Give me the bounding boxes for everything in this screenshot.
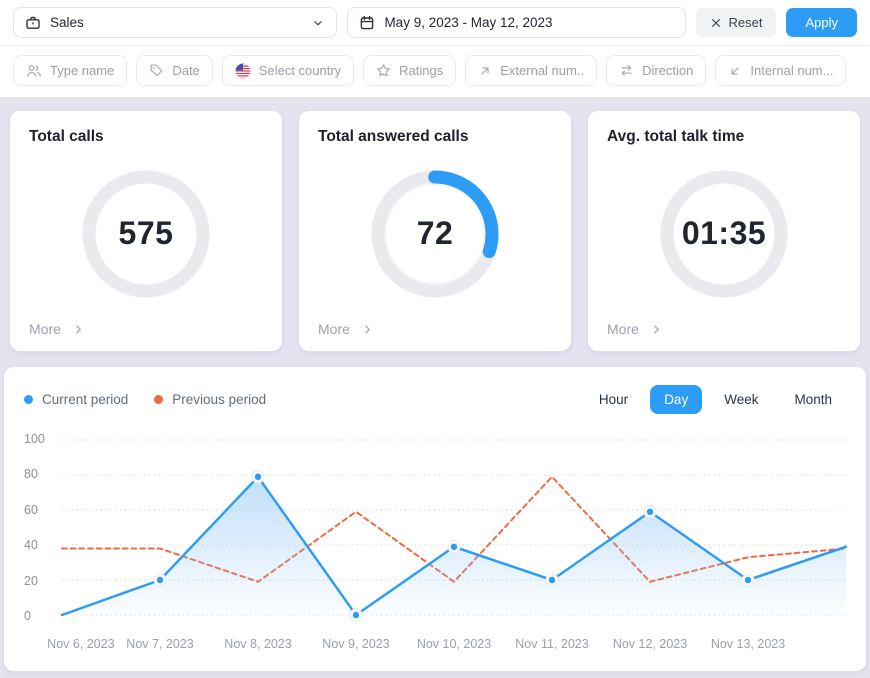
apply-button-label: Apply xyxy=(805,15,838,30)
gauge-wrap: 575 xyxy=(29,146,263,321)
gauge-wrap: 72 xyxy=(318,146,552,321)
filter-chip-internal-number[interactable]: Internal num... xyxy=(715,55,847,86)
more-link[interactable]: More xyxy=(318,321,374,337)
arrow-up-right-icon xyxy=(478,64,492,78)
filter-chip-direction[interactable]: Direction xyxy=(606,55,707,86)
tab-month[interactable]: Month xyxy=(780,385,846,414)
y-tick-label: 80 xyxy=(24,467,38,482)
y-tick-label: 60 xyxy=(24,502,38,517)
tab-week[interactable]: Week xyxy=(710,385,772,414)
line-chart xyxy=(60,439,848,622)
tab-hour[interactable]: Hour xyxy=(585,385,642,414)
x-tick-label: Nov 11, 2023 xyxy=(515,637,589,651)
x-tick-label: Nov 13, 2023 xyxy=(710,637,786,651)
date-range-input[interactable]: May 9, 2023 - May 12, 2023 xyxy=(347,7,686,38)
legend-label: Previous period xyxy=(172,392,267,407)
workspace-select-value: Sales xyxy=(50,15,84,30)
reset-button[interactable]: Reset xyxy=(695,8,777,37)
more-label: More xyxy=(318,321,350,337)
talk-time-value: 01:35 xyxy=(681,215,767,251)
toolbar: Sales May 9, 2023 - May 12, 2023 xyxy=(0,0,870,45)
tag-icon xyxy=(149,63,164,78)
filter-chip-label: Internal num... xyxy=(750,63,834,78)
gauge-wrap: 01:35 xyxy=(607,146,841,321)
stat-card-total-calls: Total calls 575 More xyxy=(10,111,282,351)
y-tick-label: 0 xyxy=(24,608,31,623)
filter-chip-label: Select country xyxy=(258,63,342,78)
filter-chip-label: Date xyxy=(172,63,200,78)
arrow-down-left-icon xyxy=(728,64,742,78)
x-tick-label: Nov 10, 2023 xyxy=(416,637,492,651)
more-link[interactable]: More xyxy=(607,321,663,337)
filter-chip-label: Type name xyxy=(50,63,115,78)
filter-chip-label: Direction xyxy=(642,63,694,78)
x-tick-label: Nov 7, 2023 xyxy=(126,637,194,651)
filter-chip-type-name[interactable]: Type name xyxy=(13,55,128,86)
answered-calls-value: 72 xyxy=(416,215,454,251)
x-tick-label: Nov 12, 2023 xyxy=(612,637,688,651)
filter-chip-label: External num.. xyxy=(500,63,585,78)
filter-bar: Type name Select country Date xyxy=(0,45,870,97)
granularity-tabs: Hour Day Week Month xyxy=(585,385,846,414)
header: Sales May 9, 2023 - May 12, 2023 xyxy=(0,0,870,97)
x-tick-label: Nov 8, 2023 xyxy=(224,637,292,651)
chart-legend: Current period Previous period xyxy=(24,392,266,407)
x-tick-label: Nov 9, 2023 xyxy=(322,637,390,651)
close-icon xyxy=(710,17,722,29)
date-range-value: May 9, 2023 - May 12, 2023 xyxy=(384,15,553,30)
stat-card-answered-calls: Total answered calls 72 More xyxy=(299,111,571,351)
arrows-swap-icon xyxy=(619,63,634,78)
star-icon xyxy=(376,63,391,78)
answered-calls-gauge: 72 xyxy=(370,169,500,299)
filter-chip-ratings[interactable]: Ratings xyxy=(363,55,457,86)
calendar-icon xyxy=(359,15,375,31)
filter-chip-external-number[interactable]: External num.. xyxy=(465,55,598,86)
legend-item-current-period[interactable]: Current period xyxy=(24,392,128,407)
stat-card-talk-time: Avg. total talk time 01:35 More xyxy=(588,111,860,351)
total-calls-gauge: 575 xyxy=(81,169,211,299)
legend-item-previous-period[interactable]: Previous period xyxy=(154,392,266,407)
legend-dot-icon xyxy=(154,395,164,404)
legend-label: Current period xyxy=(42,392,129,407)
y-tick-label: 20 xyxy=(24,573,38,588)
apply-button[interactable]: Apply xyxy=(786,8,857,37)
workspace-select[interactable]: Sales xyxy=(13,7,338,38)
y-tick-label: 40 xyxy=(24,538,38,553)
more-link[interactable]: More xyxy=(29,321,85,337)
filter-chip-date[interactable]: Select country Date xyxy=(136,55,213,86)
chevron-down-icon xyxy=(311,16,325,30)
chevron-right-icon xyxy=(72,323,85,336)
plot-area: Nov 6, 2023 Nov 7, 2023 Nov 8, 2023 Nov 9, … xyxy=(47,430,848,661)
filter-chip-country[interactable]: Select country xyxy=(221,55,355,86)
card-title: Total answered calls xyxy=(318,128,469,145)
chart-header: Current period Previous period Hour Day … xyxy=(24,385,846,414)
y-tick-label: 100 xyxy=(24,432,45,446)
chart-card: Current period Previous period Hour Day … xyxy=(4,367,866,671)
card-title: Avg. total talk time xyxy=(607,128,745,145)
total-calls-value: 575 xyxy=(118,215,174,251)
more-label: More xyxy=(29,321,61,337)
chevron-right-icon xyxy=(361,323,374,336)
more-label: More xyxy=(607,321,639,337)
reset-button-label: Reset xyxy=(728,15,763,30)
chevron-right-icon xyxy=(650,323,663,336)
stat-cards-row: Total calls 575 More Total answered call… xyxy=(0,97,870,351)
card-title: Total calls xyxy=(29,128,104,145)
filter-chip-label: Ratings xyxy=(399,63,444,78)
us-flag-icon xyxy=(235,63,251,79)
briefcase-icon xyxy=(25,15,41,31)
legend-dot-icon xyxy=(24,395,33,404)
tab-day[interactable]: Day xyxy=(650,385,703,414)
talk-time-gauge: 01:35 xyxy=(659,169,789,299)
x-axis-labels: Nov 6, 2023 Nov 7, 2023 Nov 8, 2023 Nov 9, … xyxy=(47,635,846,661)
users-icon xyxy=(26,63,42,79)
x-tick-label: Nov 6, 2023 xyxy=(47,637,115,651)
y-axis-labels: 100 80 60 40 20 0 xyxy=(24,430,62,626)
chart-body: 100 80 60 40 20 0 Nov 6, 2023 Nov 7, 2023 Nov 8… xyxy=(24,430,848,661)
